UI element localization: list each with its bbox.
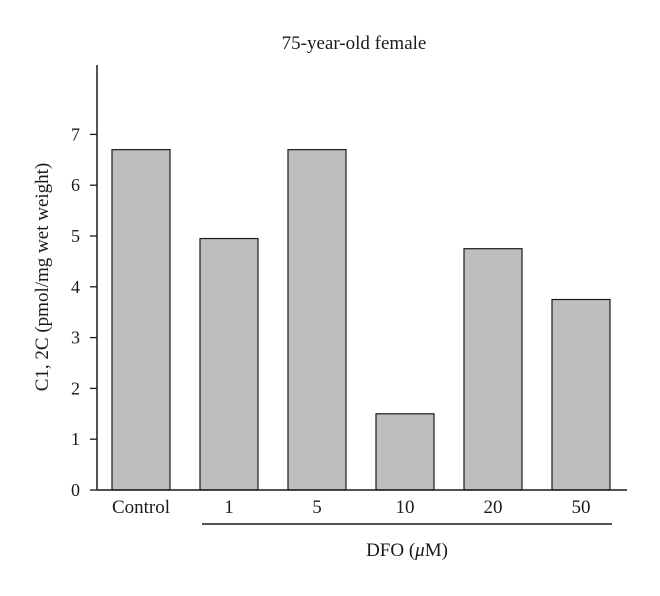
y-tick-label: 4 — [71, 277, 80, 297]
y-tick-label: 6 — [71, 175, 80, 195]
x-tick-label: 50 — [572, 497, 591, 518]
y-axis-label: C1, 2C (pmol/mg wet weight) — [32, 163, 53, 392]
dfo-group-label: DFO (μM) — [366, 540, 448, 561]
bar-control — [111, 149, 171, 491]
x-tick-label: 10 — [396, 497, 415, 518]
x-tick-label: 20 — [484, 497, 503, 518]
y-ticks-group: 0 1 2 3 4 5 6 7 — [71, 124, 97, 500]
x-tick-labels-group: Control 1 5 10 20 50 — [112, 497, 591, 518]
y-tick-label: 0 — [71, 480, 80, 500]
x-tick-label: 1 — [224, 497, 234, 518]
y-tick-label: 3 — [71, 328, 80, 348]
y-tick-label: 5 — [71, 226, 80, 246]
x-tick-label: 5 — [312, 497, 322, 518]
chart-title: 75-year-old female — [282, 33, 427, 54]
bars-group — [111, 149, 611, 491]
bar-1 — [199, 237, 259, 491]
bar-20 — [463, 248, 523, 491]
bar-10 — [375, 413, 435, 491]
x-tick-label: Control — [112, 497, 170, 518]
bar-5 — [287, 149, 347, 491]
bar-50 — [551, 298, 611, 491]
y-tick-label: 7 — [71, 124, 80, 144]
y-tick-label: 1 — [71, 429, 80, 449]
y-tick-label: 2 — [71, 378, 80, 398]
